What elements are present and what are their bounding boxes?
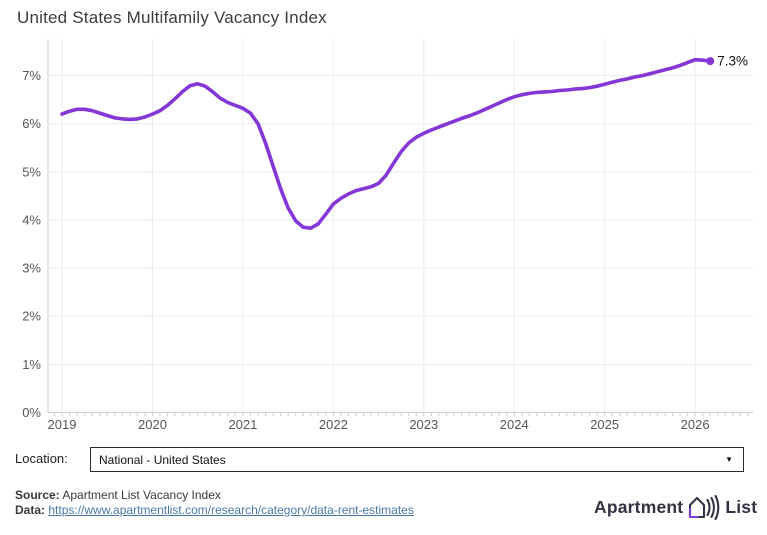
source-text: Apartment List Vacancy Index	[59, 488, 221, 502]
latest-value-label: 7.3%	[717, 54, 748, 69]
x-tick-label: 2023	[409, 417, 438, 432]
apartment-list-logo: Apartment List	[594, 494, 757, 521]
x-tick-label: 2026	[681, 417, 710, 432]
y-tick-label: 1%	[22, 357, 41, 372]
x-tick-label: 2020	[138, 417, 167, 432]
y-tick-label: 0%	[22, 405, 41, 420]
apartment-list-house-icon	[689, 494, 720, 521]
y-tick-label: 3%	[22, 261, 41, 276]
data-source-link[interactable]: https://www.apartmentlist.com/research/c…	[48, 503, 414, 517]
x-tick-label: 2024	[500, 417, 529, 432]
location-selected-value: National - United States	[99, 452, 226, 467]
y-tick-label: 6%	[22, 116, 41, 131]
series-end-dot	[706, 57, 715, 66]
y-tick-label: 4%	[22, 212, 41, 227]
data-label: Data:	[15, 503, 46, 517]
x-tick-label: 2022	[319, 417, 348, 432]
y-tick-label: 2%	[22, 309, 41, 324]
location-label: Location:	[15, 451, 68, 466]
source-line: Source: Apartment List Vacancy Index	[15, 488, 221, 502]
chevron-down-icon: ▼	[725, 454, 733, 464]
logo-text-apartment: Apartment	[594, 497, 684, 517]
y-tick-label: 7%	[22, 68, 41, 83]
x-tick-label: 2019	[48, 417, 77, 432]
location-dropdown[interactable]: National - United States ▼	[90, 447, 744, 472]
logo-text-list: List	[725, 497, 758, 517]
data-line: Data: https://www.apartmentlist.com/rese…	[15, 503, 414, 517]
x-tick-label: 2025	[590, 417, 619, 432]
x-tick-label: 2021	[228, 417, 257, 432]
vacancy-series-line	[60, 57, 713, 230]
vacancy-line-chart: 0% 1% 2% 3% 4% 5% 6% 7% 2019 2020 2021 2022 2023 2024…	[22, 39, 753, 432]
y-tick-label: 5%	[22, 164, 41, 179]
chart-title: United States Multifamily Vacancy Index	[17, 8, 327, 27]
source-label: Source:	[15, 488, 60, 502]
